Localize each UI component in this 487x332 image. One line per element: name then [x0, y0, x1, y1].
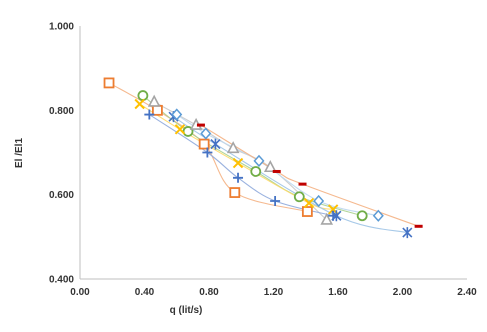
- series-1-point: [301, 206, 313, 217]
- series-2-point: [293, 191, 305, 203]
- x-tick-label: 1.20: [264, 287, 284, 298]
- series-3-point: [147, 94, 161, 107]
- series-2-point: [137, 90, 149, 101]
- series-3-point: [263, 160, 277, 173]
- x-tick-label: 2.40: [457, 287, 477, 298]
- y-tick-label: 1.000: [49, 22, 74, 33]
- series-5-point: [144, 109, 155, 120]
- series-6-point: [210, 138, 221, 150]
- series-6-point: [402, 227, 413, 239]
- series-7-point: [372, 209, 384, 222]
- y-tick-label: 0.600: [49, 190, 74, 201]
- series-5-point: [233, 172, 244, 183]
- series-3-point: [320, 212, 334, 225]
- x-axis-title: q (lit/s): [170, 305, 203, 316]
- y-axis-title: El /El1: [14, 138, 25, 168]
- x-tick-label: 1.60: [328, 287, 348, 298]
- series-4-point: [174, 124, 186, 135]
- data-markers: [103, 77, 423, 239]
- series-5-point: [270, 195, 281, 206]
- series-1-point: [103, 77, 115, 89]
- series-1-point: [229, 187, 241, 198]
- series-1-point: [151, 104, 163, 116]
- series-8-point: [196, 123, 205, 127]
- y-tick-labels: 0.400 0.600 0.800 1.000: [49, 22, 74, 286]
- series-7-point: [171, 108, 183, 121]
- series-7-point: [313, 194, 325, 208]
- series-8-trend-line: [200, 124, 419, 227]
- series-6-point: [331, 210, 342, 222]
- series-4-point: [232, 157, 244, 169]
- y-tick-label: 0.400: [49, 275, 74, 286]
- x-tick-label: 0.80: [199, 287, 219, 298]
- series-7-point: [253, 154, 265, 168]
- series-8-point: [298, 182, 307, 186]
- x-tick-label: 0.00: [70, 287, 90, 298]
- series-5-point: [202, 147, 213, 158]
- series-8-point: [272, 169, 281, 173]
- x-tick-labels: 0.00 0.40 0.80 1.20 1.60 2.00 2.40: [70, 287, 477, 298]
- x-tick-label: 0.40: [135, 287, 155, 298]
- series-4-point: [303, 197, 315, 209]
- x-tick-label: 2.00: [393, 287, 413, 298]
- series-3-point: [226, 141, 240, 154]
- series-4-point: [134, 98, 145, 110]
- series-8-point: [414, 224, 423, 228]
- series-7-point: [200, 127, 212, 140]
- series-1-point: [198, 138, 210, 150]
- series-2-point: [356, 210, 368, 222]
- y-tick-label: 0.800: [49, 106, 74, 117]
- series-2-point: [250, 166, 262, 177]
